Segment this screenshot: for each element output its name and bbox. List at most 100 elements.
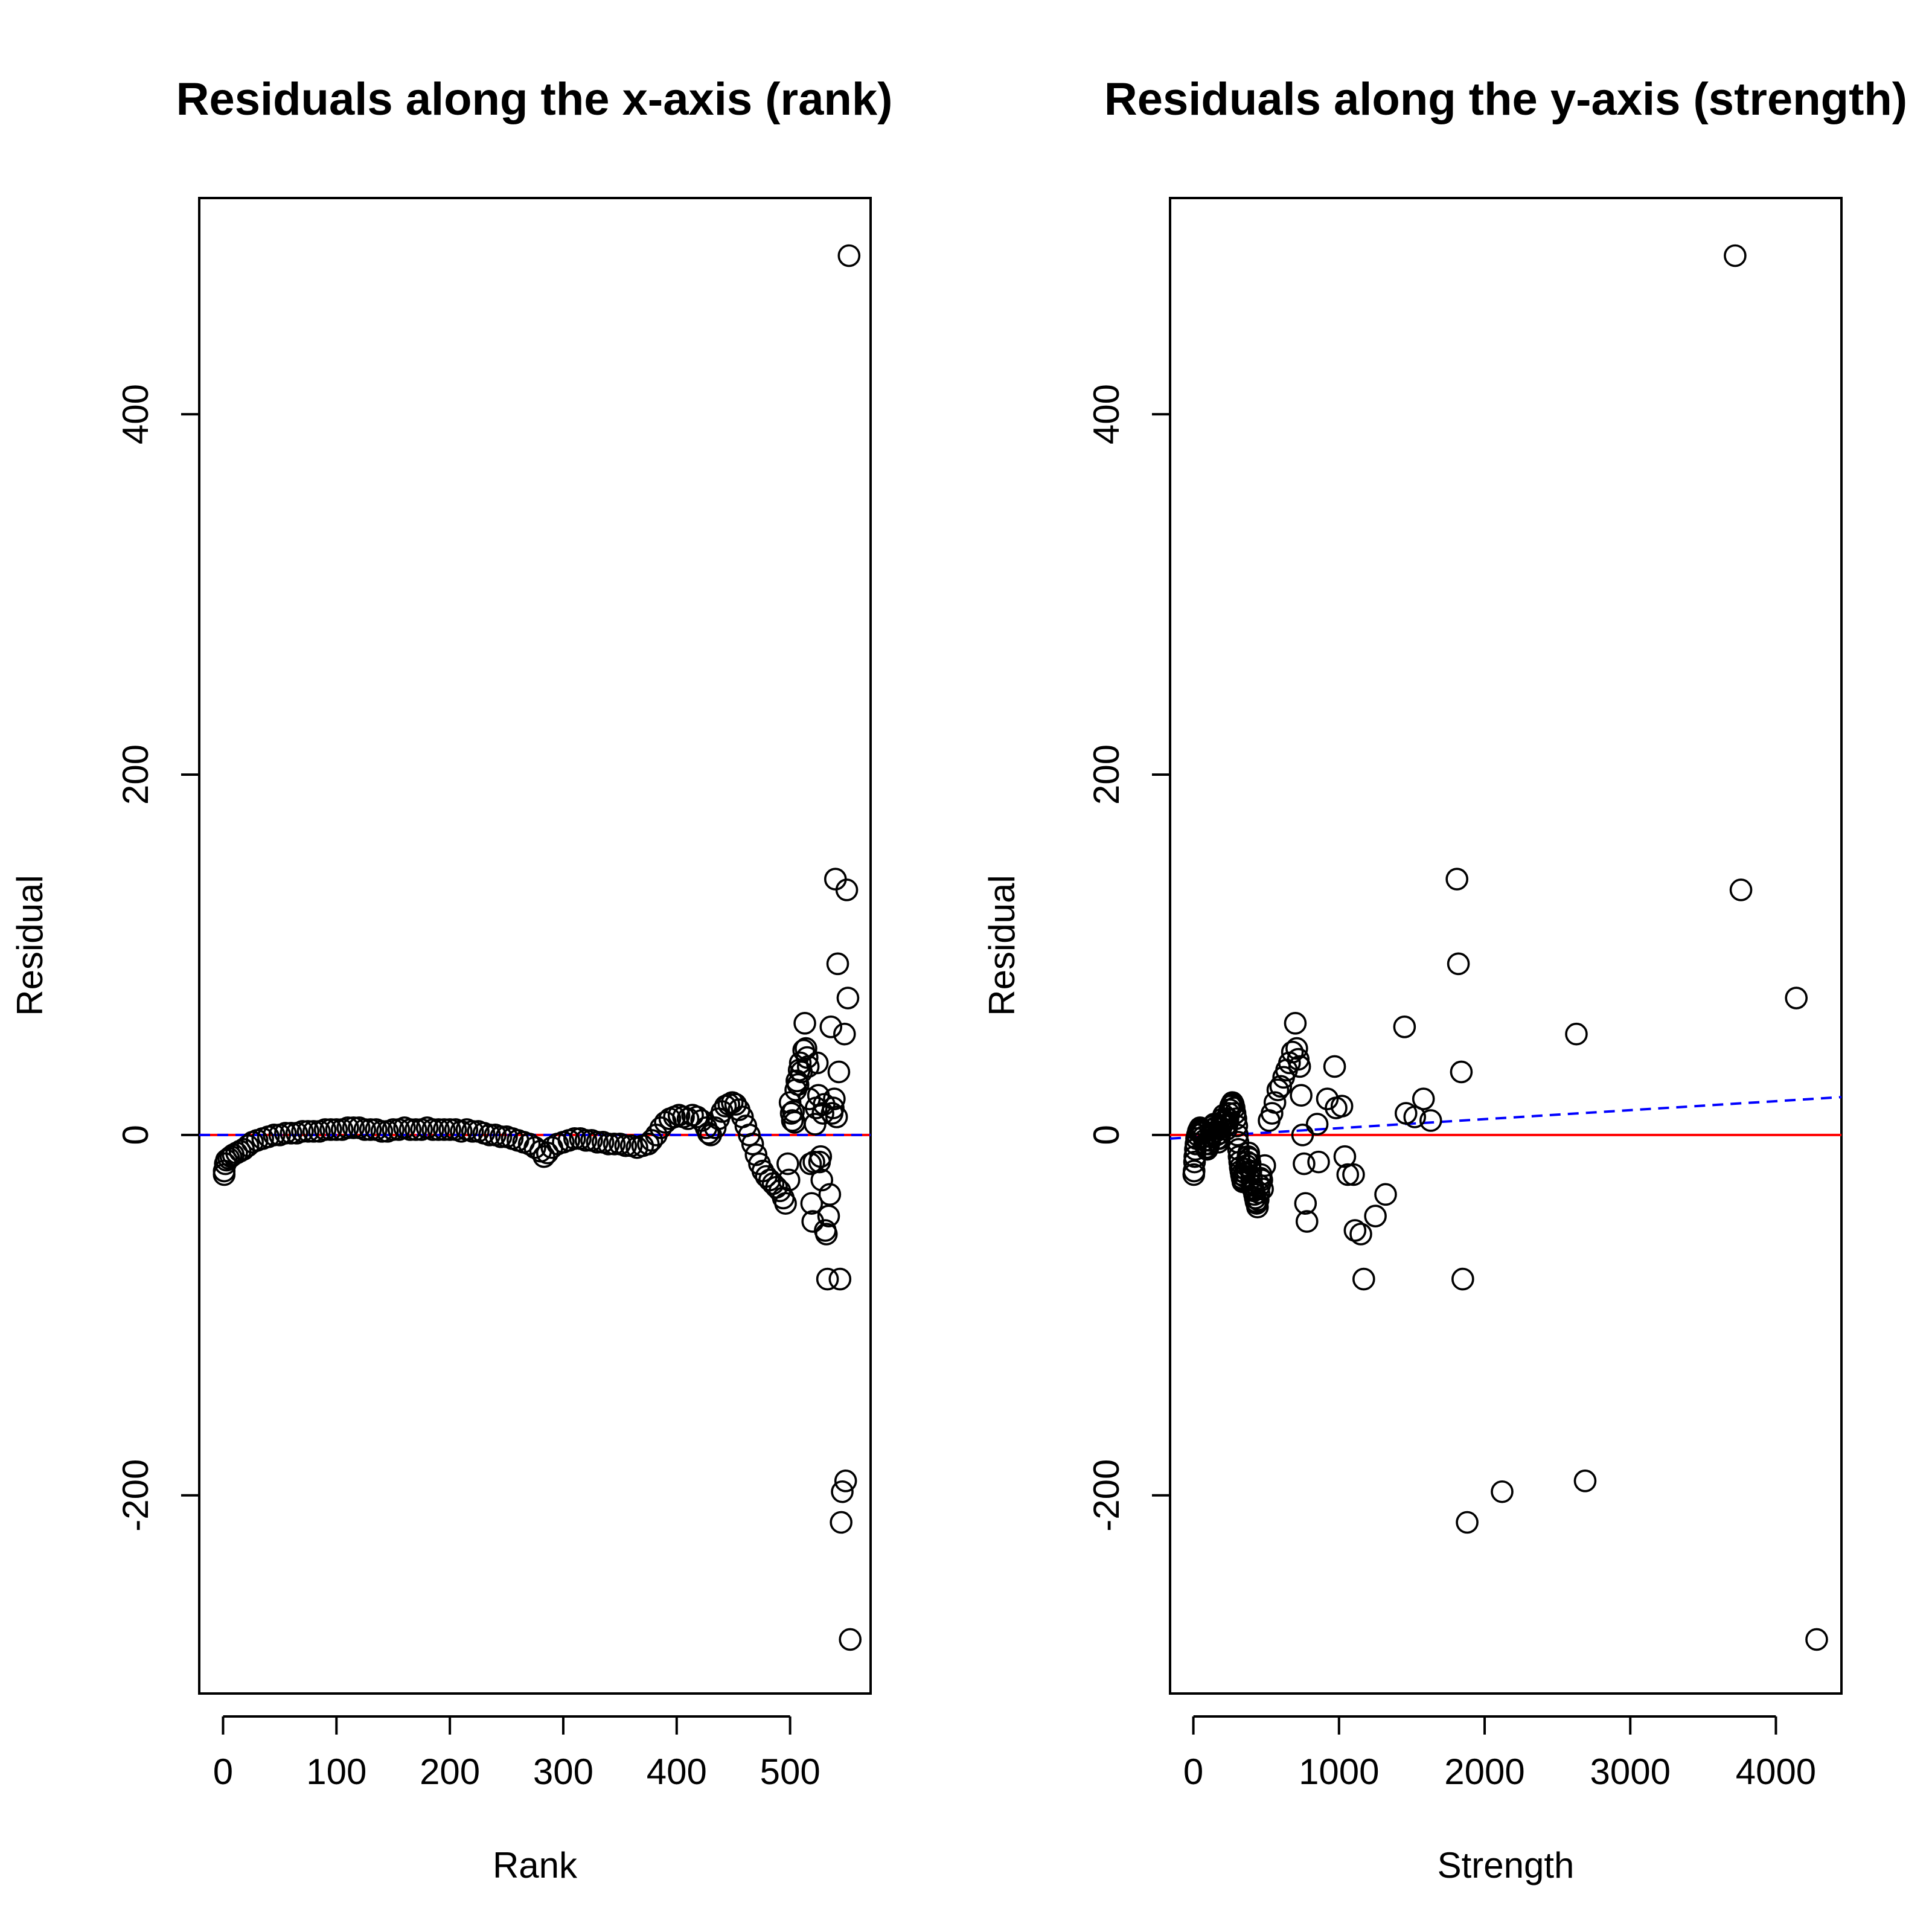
data-point [1284,1012,1307,1035]
data-point [1393,1015,1416,1038]
data-point [1491,1480,1514,1503]
data-point [810,1168,834,1192]
data-point [325,1118,348,1141]
data-point [839,1628,862,1651]
data-point [795,1037,817,1060]
data-point [800,1192,824,1215]
data-point [676,1107,700,1130]
data-point [816,1267,839,1291]
data-point [614,1134,638,1157]
data-point [603,1132,626,1156]
data-point [1445,868,1468,891]
data-point [818,1183,842,1206]
data-point [1281,1040,1304,1064]
data-point [817,1204,840,1227]
data-point [1288,1055,1311,1078]
data-point [1294,1192,1317,1215]
data-point [830,1511,852,1534]
y-axis-strength: -200 0 200 400 [1086,384,1170,1532]
x-tick-label: 200 [420,1751,480,1792]
data-point [1295,1210,1319,1233]
data-point [1352,1267,1375,1291]
data-point [774,1192,797,1215]
data-point [1291,1124,1314,1147]
data-point [819,1015,843,1038]
data-point [781,1109,804,1132]
data-point [1285,1037,1308,1060]
data-point [438,1118,461,1141]
x-tick-label: 100 [306,1751,366,1792]
data-point [1266,1078,1290,1102]
data-point [432,1118,456,1141]
data-point [1456,1511,1479,1534]
data-point [835,878,859,901]
data-point [1403,1105,1427,1128]
data-point [793,1012,816,1035]
data-point [1729,878,1753,901]
data-point [427,1118,450,1141]
y-tick-label: -200 [115,1459,156,1532]
data-point [837,244,861,267]
data-point [1805,1628,1828,1651]
points-rank [213,244,862,1651]
data-point [1451,1267,1474,1291]
data-point [805,1051,829,1075]
data-point [302,1120,325,1143]
data-point [834,1470,857,1492]
data-point [1250,1168,1273,1192]
y-tick-label: 400 [115,384,156,444]
data-point [1316,1087,1339,1110]
y-tick-label: 200 [1086,744,1127,805]
data-point [342,1116,365,1139]
data-point [777,1168,801,1192]
x-tick-label: 0 [213,1751,233,1792]
data-point [1226,1124,1249,1147]
data-point [1724,244,1747,267]
data-point [336,1116,359,1139]
data-point [478,1124,501,1147]
data-point [782,1100,805,1123]
data-point [1573,1470,1597,1492]
data-point [1290,1084,1313,1107]
data-point [586,1130,609,1154]
x-axis-rank: 0 100 200 300 400 500 [213,1715,820,1792]
data-point [1323,1055,1346,1078]
data-point [836,987,860,1009]
data-point [523,1136,546,1159]
data-point [1333,1145,1357,1168]
data-point [1251,1177,1274,1201]
data-point [1225,1115,1249,1137]
data-point [1305,1113,1329,1136]
data-point [833,1022,856,1046]
xlabel-rank: Rank [493,1845,578,1886]
data-point [313,1118,337,1141]
data-point [398,1118,422,1141]
data-point [1349,1223,1372,1246]
data-point [1247,1181,1270,1204]
data-point [1263,1091,1287,1114]
y-tick-label: -200 [1086,1459,1127,1532]
data-point [1224,1107,1247,1130]
data-point [1450,1060,1473,1084]
data-point [776,1152,799,1176]
x-tick-label: 4000 [1736,1751,1816,1792]
x-tick-label: 0 [1183,1751,1203,1792]
y-tick-label: 0 [115,1125,156,1145]
data-point [382,1118,405,1141]
data-point [280,1122,302,1145]
data-point [273,1122,297,1145]
data-point [1447,952,1470,976]
data-point [353,1118,377,1141]
data-point [1307,1150,1330,1174]
panel-rank: Residuals along the x-axis (rank) 0 100 20… [10,74,892,1886]
x-tick-label: 1000 [1299,1751,1379,1792]
data-point [827,1060,851,1084]
x-tick-label: 400 [647,1751,707,1792]
x-axis-strength: 0 1000 2000 3000 4000 [1183,1715,1816,1792]
x-tick-label: 500 [760,1751,820,1792]
data-point [296,1120,320,1143]
data-point [517,1132,541,1156]
x-tick-label: 300 [533,1751,593,1792]
data-point [319,1118,342,1141]
data-point [263,1124,286,1147]
